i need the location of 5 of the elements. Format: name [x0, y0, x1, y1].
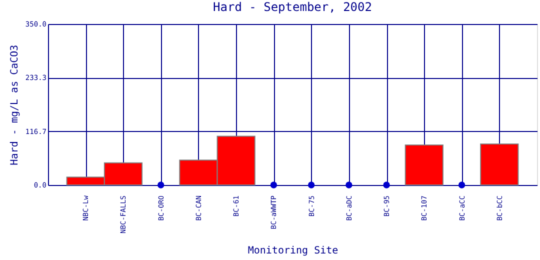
bar — [404, 144, 444, 186]
bar — [480, 144, 519, 186]
x-axis-title: Monitoring Site — [248, 245, 338, 256]
chart-title: Hard - September, 2002 — [213, 0, 372, 14]
y-axis-title: Hard - mg/L as CaCO3 — [9, 44, 20, 166]
